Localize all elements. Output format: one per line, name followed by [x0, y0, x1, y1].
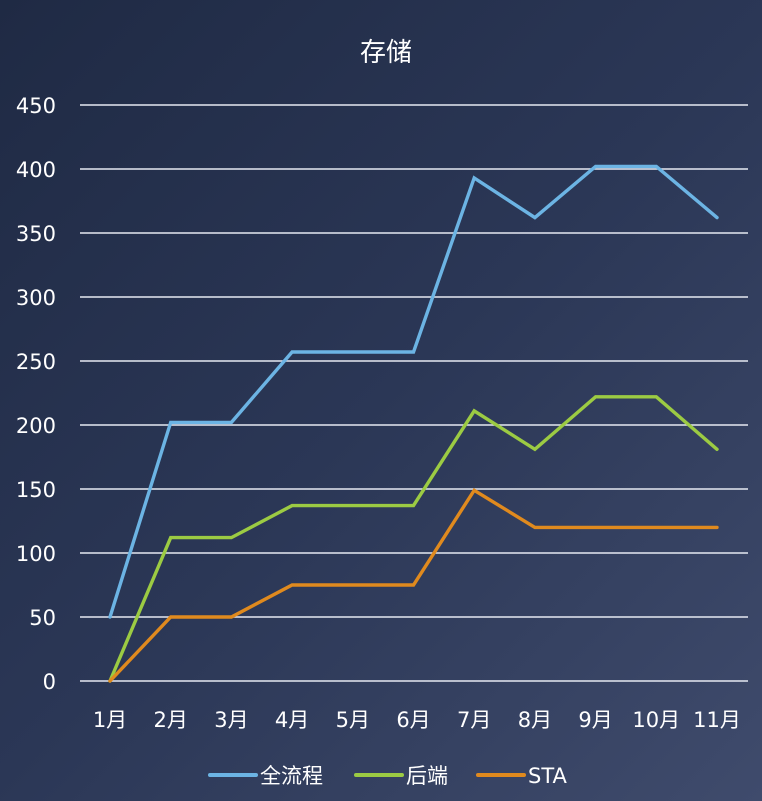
- legend-label[interactable]: 全流程: [260, 764, 323, 788]
- y-tick-label: 350: [16, 222, 56, 246]
- grid-lines: [80, 104, 748, 682]
- y-tick-label: 200: [16, 414, 56, 438]
- x-tick-label: 11月: [693, 708, 741, 732]
- y-tick-label: 450: [16, 94, 56, 118]
- legend-label[interactable]: STA: [528, 764, 568, 788]
- legend: 全流程 后端 STA: [208, 764, 568, 788]
- series-line-1: [108, 395, 719, 683]
- y-tick-label: 400: [16, 158, 56, 182]
- x-tick-label: 2月: [154, 708, 188, 732]
- x-tick-label: 3月: [214, 708, 248, 732]
- y-tick-label: 250: [16, 350, 56, 374]
- x-axis-ticks: 1月 2月 3月 4月 5月 6月 7月 8月 9月 10月 11月: [93, 708, 741, 732]
- x-tick-label: 9月: [578, 708, 612, 732]
- y-tick-label: 0: [43, 670, 56, 694]
- y-tick-label: 50: [29, 606, 56, 630]
- x-tick-label: 1月: [93, 708, 127, 732]
- x-tick-label: 5月: [336, 708, 370, 732]
- y-tick-label: 300: [16, 286, 56, 310]
- series-line-2: [108, 487, 719, 683]
- x-tick-label: 4月: [275, 708, 309, 732]
- chart-title: 存储: [360, 38, 412, 68]
- y-tick-label: 100: [16, 542, 56, 566]
- y-tick-label: 150: [16, 478, 56, 502]
- x-tick-label: 6月: [396, 708, 430, 732]
- legend-label[interactable]: 后端: [406, 764, 448, 788]
- x-tick-label: 7月: [457, 708, 491, 732]
- x-tick-label: 8月: [518, 708, 552, 732]
- y-axis-ticks: 0 50 100 150 200 250 300 350 400 450: [16, 94, 56, 694]
- x-tick-label: 10月: [632, 708, 680, 732]
- series-line-0: [108, 164, 719, 619]
- series-lines: [108, 164, 719, 683]
